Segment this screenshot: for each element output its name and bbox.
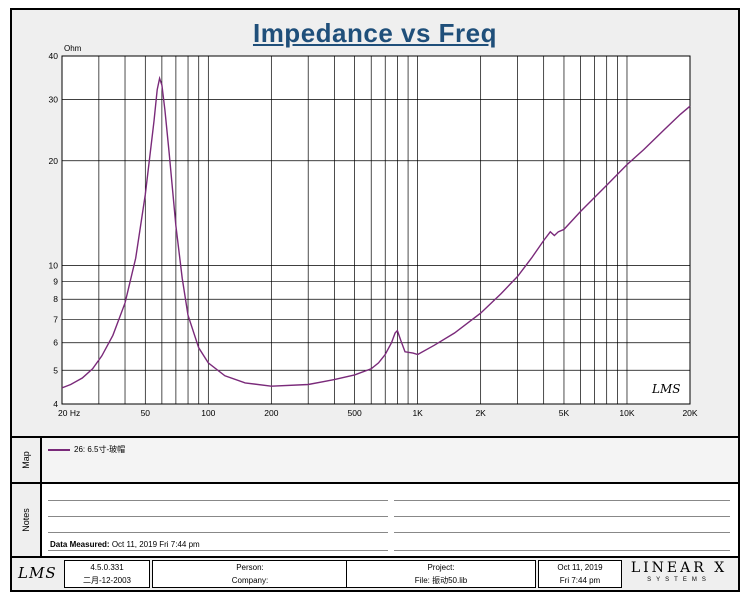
y-tick-label: 4 xyxy=(53,399,58,409)
legend-panel: Map 26: 6.5寸-玻帽 xyxy=(12,436,738,482)
chart-title: Impedance vs Freq xyxy=(252,18,498,48)
y-tick-label: 10 xyxy=(49,261,59,271)
footer: LMS 4.5.0.331 二月-12-2003 Person: Company… xyxy=(12,556,738,590)
impedance-chart: 20 Hz 50 100 200 500 1K 2K 5K 10K 20K 4 5 6 7 8 9 10 20 30… xyxy=(49,44,698,418)
note-line xyxy=(394,532,730,533)
version-date: 二月-12-2003 xyxy=(82,576,132,585)
legend-entry-label: 26: 6.5寸-玻帽 xyxy=(74,445,126,454)
x-tick-label: 100 xyxy=(201,408,215,418)
linearx-subbrand: SYSTEMS xyxy=(647,577,711,583)
report-date: Oct 11, 2019 xyxy=(557,563,603,572)
legend-swatch xyxy=(48,448,70,451)
project-label: Project: xyxy=(427,563,455,572)
y-tick-label: 20 xyxy=(49,156,59,166)
person-cell: Person: Company: xyxy=(152,560,348,588)
notes-area: Data Measured: Oct 11, 2019 Fri 7:44 pm xyxy=(42,484,738,556)
person-label: Person: xyxy=(236,563,264,572)
y-tick-label: 8 xyxy=(53,294,58,304)
company-label: Company: xyxy=(231,576,269,585)
x-tick-label: 500 xyxy=(348,408,362,418)
note-line xyxy=(48,550,388,551)
y-tick-label: 6 xyxy=(53,338,58,348)
note-line xyxy=(394,500,730,501)
x-tick-label: 20K xyxy=(682,408,697,418)
y-axis-label: Ohm xyxy=(64,44,82,53)
legend-side-label: Map xyxy=(12,438,42,482)
notes-side-label: Notes xyxy=(12,484,42,556)
version-cell: 4.5.0.331 二月-12-2003 xyxy=(64,560,150,588)
y-tick-label: 40 xyxy=(49,51,59,61)
note-line xyxy=(48,500,388,501)
note-line xyxy=(48,516,388,517)
date-cell: Oct 11, 2019 Fri 7:44 pm xyxy=(538,560,622,588)
x-tick-label: 1K xyxy=(412,408,423,418)
data-measured-label: Data Measured: xyxy=(50,540,110,549)
x-tick-label: 5K xyxy=(559,408,570,418)
file-label: File: 振动50.lib xyxy=(414,576,468,585)
note-line xyxy=(394,516,730,517)
grid xyxy=(62,56,690,404)
y-tick-label: 7 xyxy=(53,314,58,324)
notes-panel: Notes Data Measured: Oct 11, 2019 Fri 7:… xyxy=(12,482,738,556)
data-measured-value: Oct 11, 2019 Fri 7:44 pm xyxy=(111,540,200,549)
legend-entry: 26: 6.5寸-玻帽 xyxy=(48,444,125,455)
note-line xyxy=(48,532,388,533)
x-tick-label: 10K xyxy=(619,408,634,418)
note-line xyxy=(394,550,730,551)
version: 4.5.0.331 xyxy=(90,563,124,572)
lms-logo: LMS xyxy=(18,564,57,582)
x-tick-label: 20 Hz xyxy=(58,408,80,418)
data-measured: Data Measured: Oct 11, 2019 Fri 7:44 pm xyxy=(50,540,200,549)
y-tick-label: 9 xyxy=(53,276,58,286)
linearx-brand: LINEAR X xyxy=(630,560,728,576)
plot-area xyxy=(61,55,691,405)
y-tick-label: 30 xyxy=(49,94,59,104)
plot-lms-logo: LMS xyxy=(652,382,681,396)
x-tick-label: 200 xyxy=(264,408,278,418)
project-cell: Project: File: 振动50.lib xyxy=(346,560,536,588)
x-tick-label: 2K xyxy=(475,408,486,418)
y-tick-label: 5 xyxy=(53,365,58,375)
report-time: Fri 7:44 pm xyxy=(559,576,601,585)
tick-labels: 20 Hz 50 100 200 500 1K 2K 5K 10K 20K 4 5 6 7 8 9 10 20 30… xyxy=(49,51,698,418)
legend-box: 26: 6.5寸-玻帽 xyxy=(42,438,738,482)
linearx-logo: LINEAR X SYSTEMS xyxy=(624,560,734,588)
x-tick-label: 50 xyxy=(141,408,151,418)
impedance-curve xyxy=(61,75,691,389)
